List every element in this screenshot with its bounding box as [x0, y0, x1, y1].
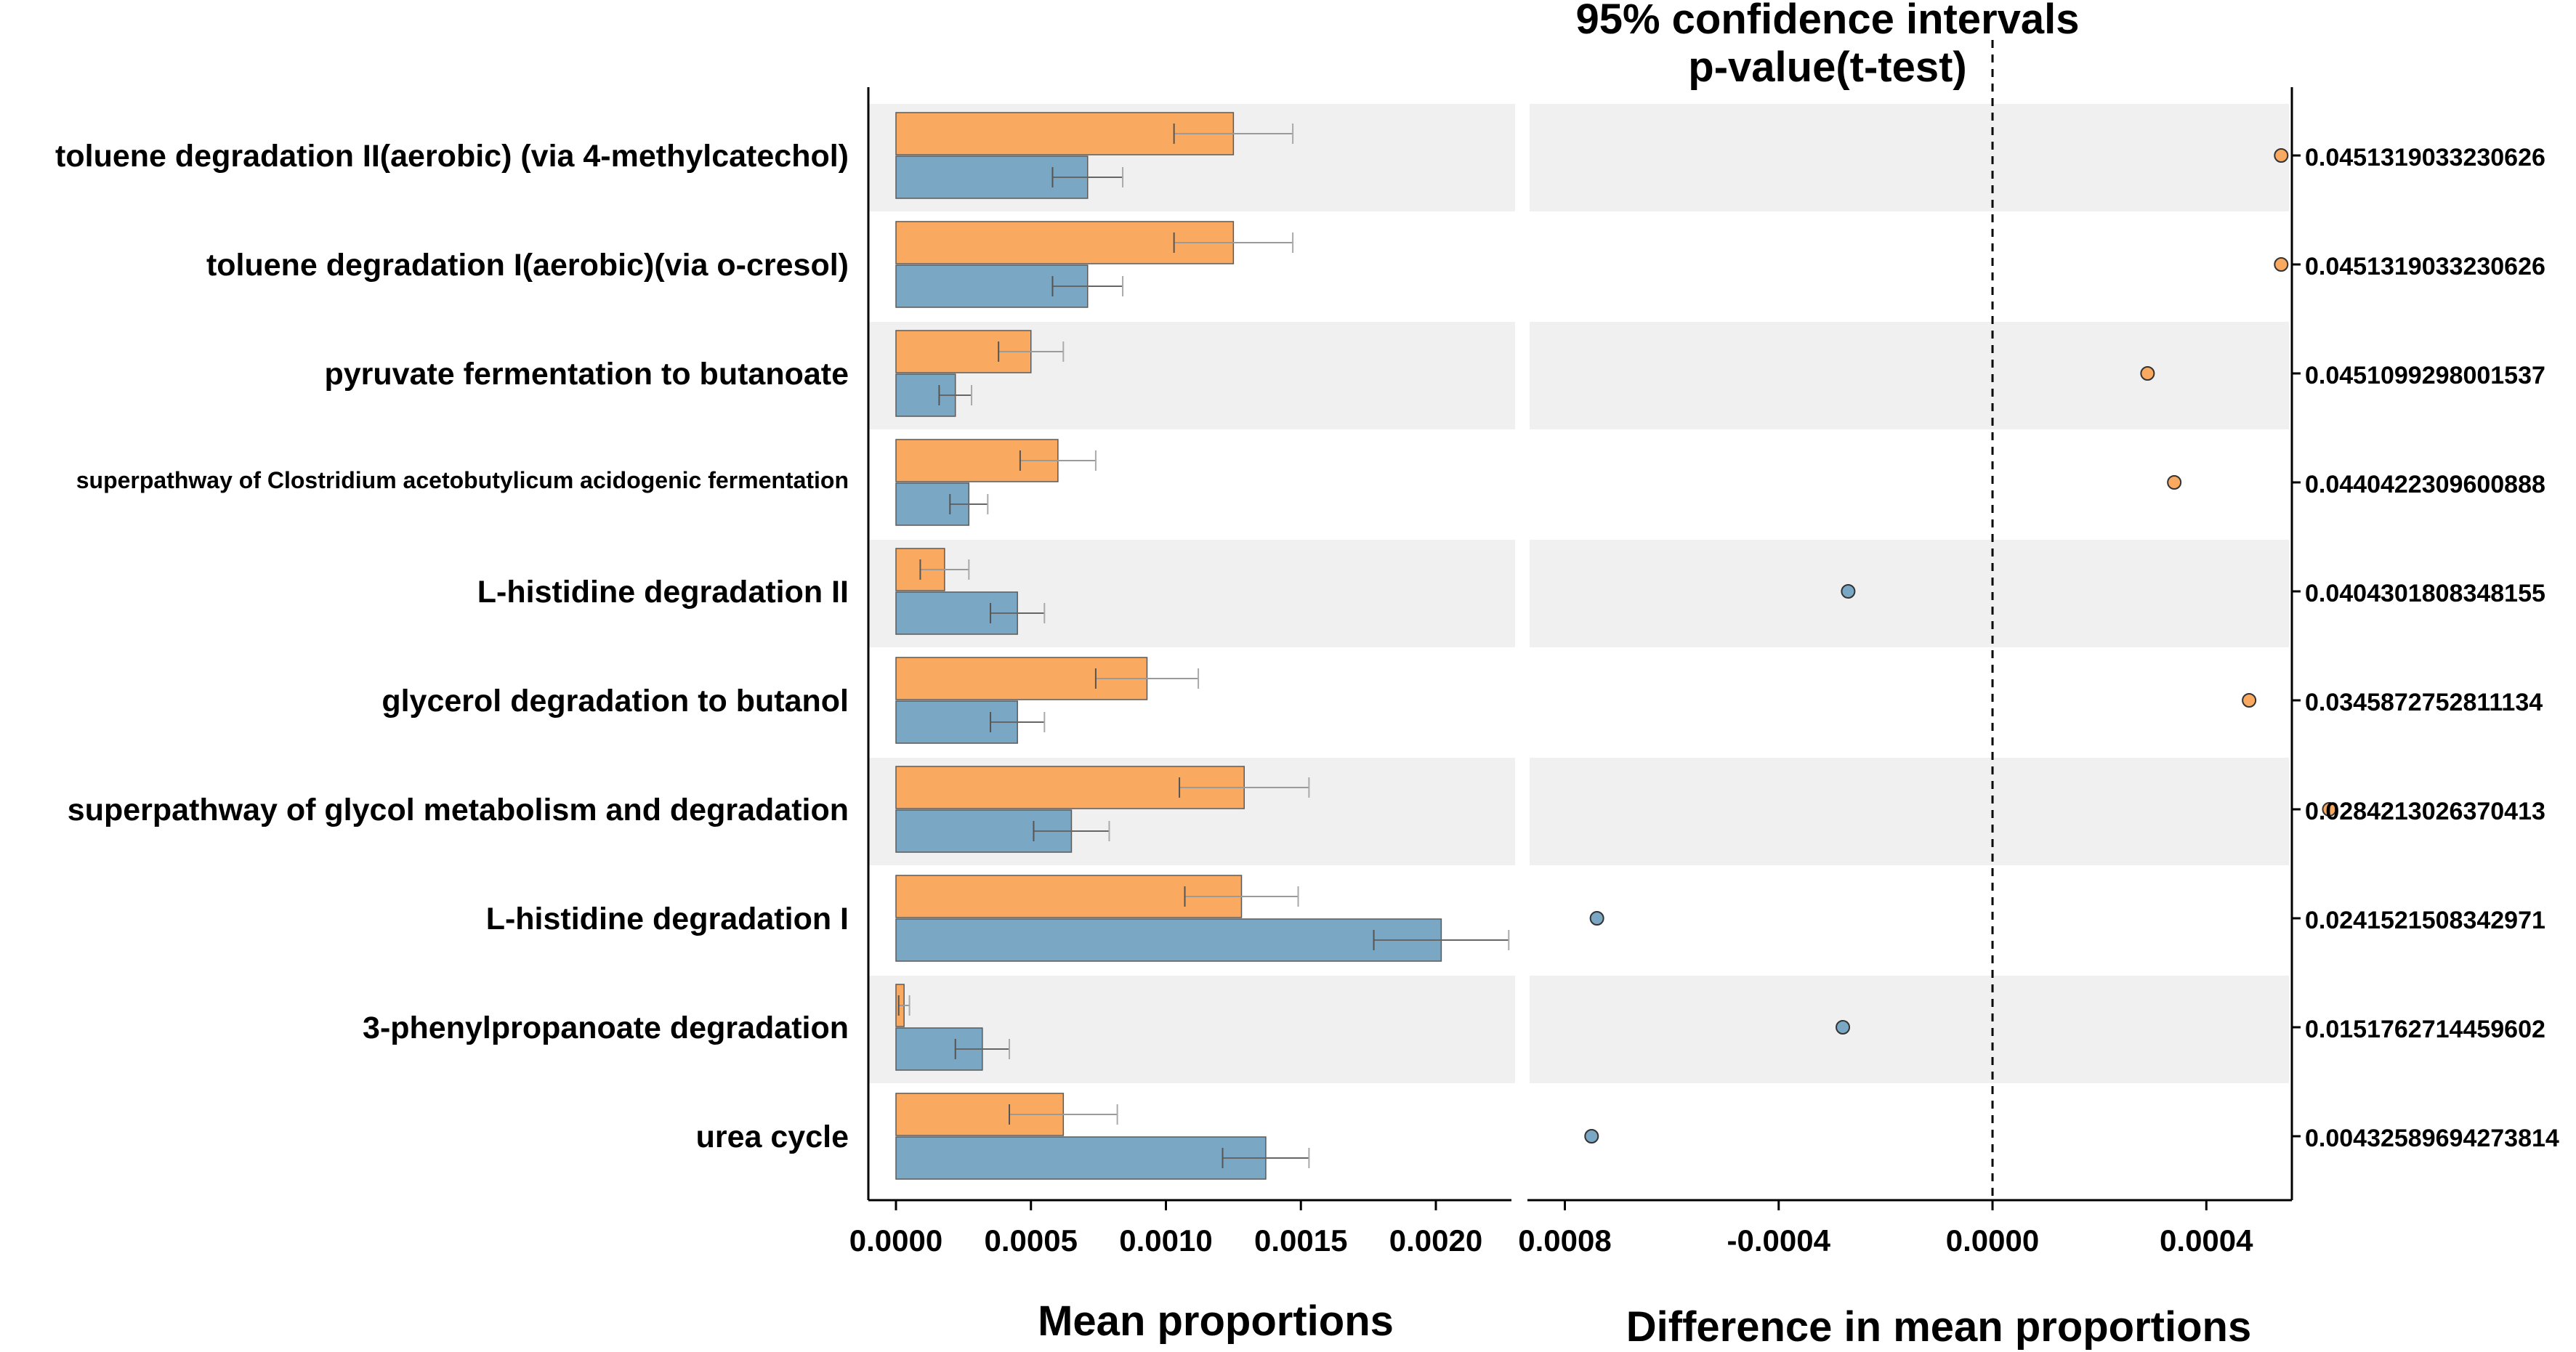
- mean-proportion-error-bars: [897, 124, 1510, 1168]
- right-tick-label: 0.0000: [1946, 1223, 2039, 1258]
- difference-point: [1836, 1020, 1851, 1035]
- left-tick-label: 0.0000: [849, 1223, 942, 1258]
- difference-point: [2274, 148, 2289, 163]
- left-tick-label: 0.0020: [1389, 1223, 1482, 1258]
- right-row-band: [1530, 104, 2289, 211]
- difference-point: [2274, 257, 2289, 272]
- category-label: L-histidine degradation I: [486, 902, 849, 936]
- p-value-label: 0.0451099298001537: [2305, 362, 2545, 389]
- confidence-title: 95% confidence intervals: [1575, 0, 2079, 43]
- difference-point: [2140, 366, 2155, 381]
- p-value-label: 0.0440422309600888: [2305, 471, 2545, 498]
- right-row-band: [1530, 758, 2289, 865]
- category-label: urea cycle: [696, 1120, 849, 1154]
- p-value-label: 0.00432589694273814: [2305, 1125, 2559, 1152]
- category-label: 3-phenylpropanoate degradation: [363, 1011, 849, 1045]
- left-tick-label: 0.0005: [985, 1223, 1078, 1258]
- difference-point: [1841, 584, 1856, 599]
- p-value-label: 0.0451319033230626: [2305, 144, 2545, 171]
- p-value-labels: 0.0451319033230626 0.0451319033230626 0.04…: [2292, 144, 2559, 1152]
- difference-point: [2322, 802, 2337, 817]
- category-label: superpathway of glycol metabolism and de…: [68, 793, 849, 827]
- left-x-axis-title: Mean proportions: [1038, 1298, 1394, 1345]
- right-row-band: [1530, 976, 2289, 1083]
- right-row-band: [1530, 322, 2289, 429]
- category-label: L-histidine degradation II: [477, 575, 849, 610]
- category-label: pyruvate fermentation to butanoate: [324, 357, 849, 392]
- bar-group2: [895, 1136, 1267, 1180]
- right-tick-label: 0.0004: [2160, 1223, 2253, 1258]
- right-tick-label: -0.0004: [1727, 1223, 1831, 1258]
- difference-points: [1584, 148, 2337, 1143]
- p-value-subtitle: p-value(t-test): [1688, 44, 1966, 91]
- right-row-backgrounds: [1530, 104, 2289, 1083]
- bar-group2: [895, 918, 1442, 962]
- difference-point: [1589, 911, 1604, 926]
- bar-group1: [895, 875, 1243, 918]
- category-label: glycerol degradation to butanol: [381, 684, 849, 718]
- difference-point: [1584, 1129, 1599, 1143]
- category-label: superpathway of Clostridium acetobutylic…: [76, 467, 849, 493]
- p-value-label: 0.0404301808348155: [2305, 580, 2545, 607]
- left-tick-label: 0.0015: [1254, 1223, 1347, 1258]
- p-value-label: 0.0284213026370413: [2305, 798, 2545, 825]
- p-value-label: 0.0451319033230626: [2305, 253, 2545, 280]
- category-labels: toluene degradation II(aerobic) (via 4-m…: [55, 139, 849, 1154]
- right-x-axis-title: Difference in mean proportions: [1626, 1303, 2251, 1351]
- difference-point: [2242, 693, 2257, 708]
- left-tick-label: 0.0010: [1119, 1223, 1212, 1258]
- p-value-label: 0.0151762714459602: [2305, 1016, 2545, 1043]
- right-tick-label: 0.0008: [1518, 1223, 1611, 1258]
- right-row-band: [1530, 540, 2289, 647]
- left-x-axis-ticks: 0.0000 0.0005 0.0010 0.0015 0.0020: [849, 1200, 1482, 1258]
- category-label: toluene degradation II(aerobic) (via 4-m…: [55, 139, 849, 174]
- p-value-label: 0.0345872752811134: [2305, 689, 2543, 716]
- category-label: toluene degradation I(aerobic)(via o-cre…: [206, 248, 849, 283]
- p-value-label: 0.0241521508342971: [2305, 907, 2545, 934]
- right-x-axis-ticks: 0.0008 -0.0004 0.0000 0.0004: [1518, 1200, 2253, 1258]
- difference-point: [2167, 475, 2182, 490]
